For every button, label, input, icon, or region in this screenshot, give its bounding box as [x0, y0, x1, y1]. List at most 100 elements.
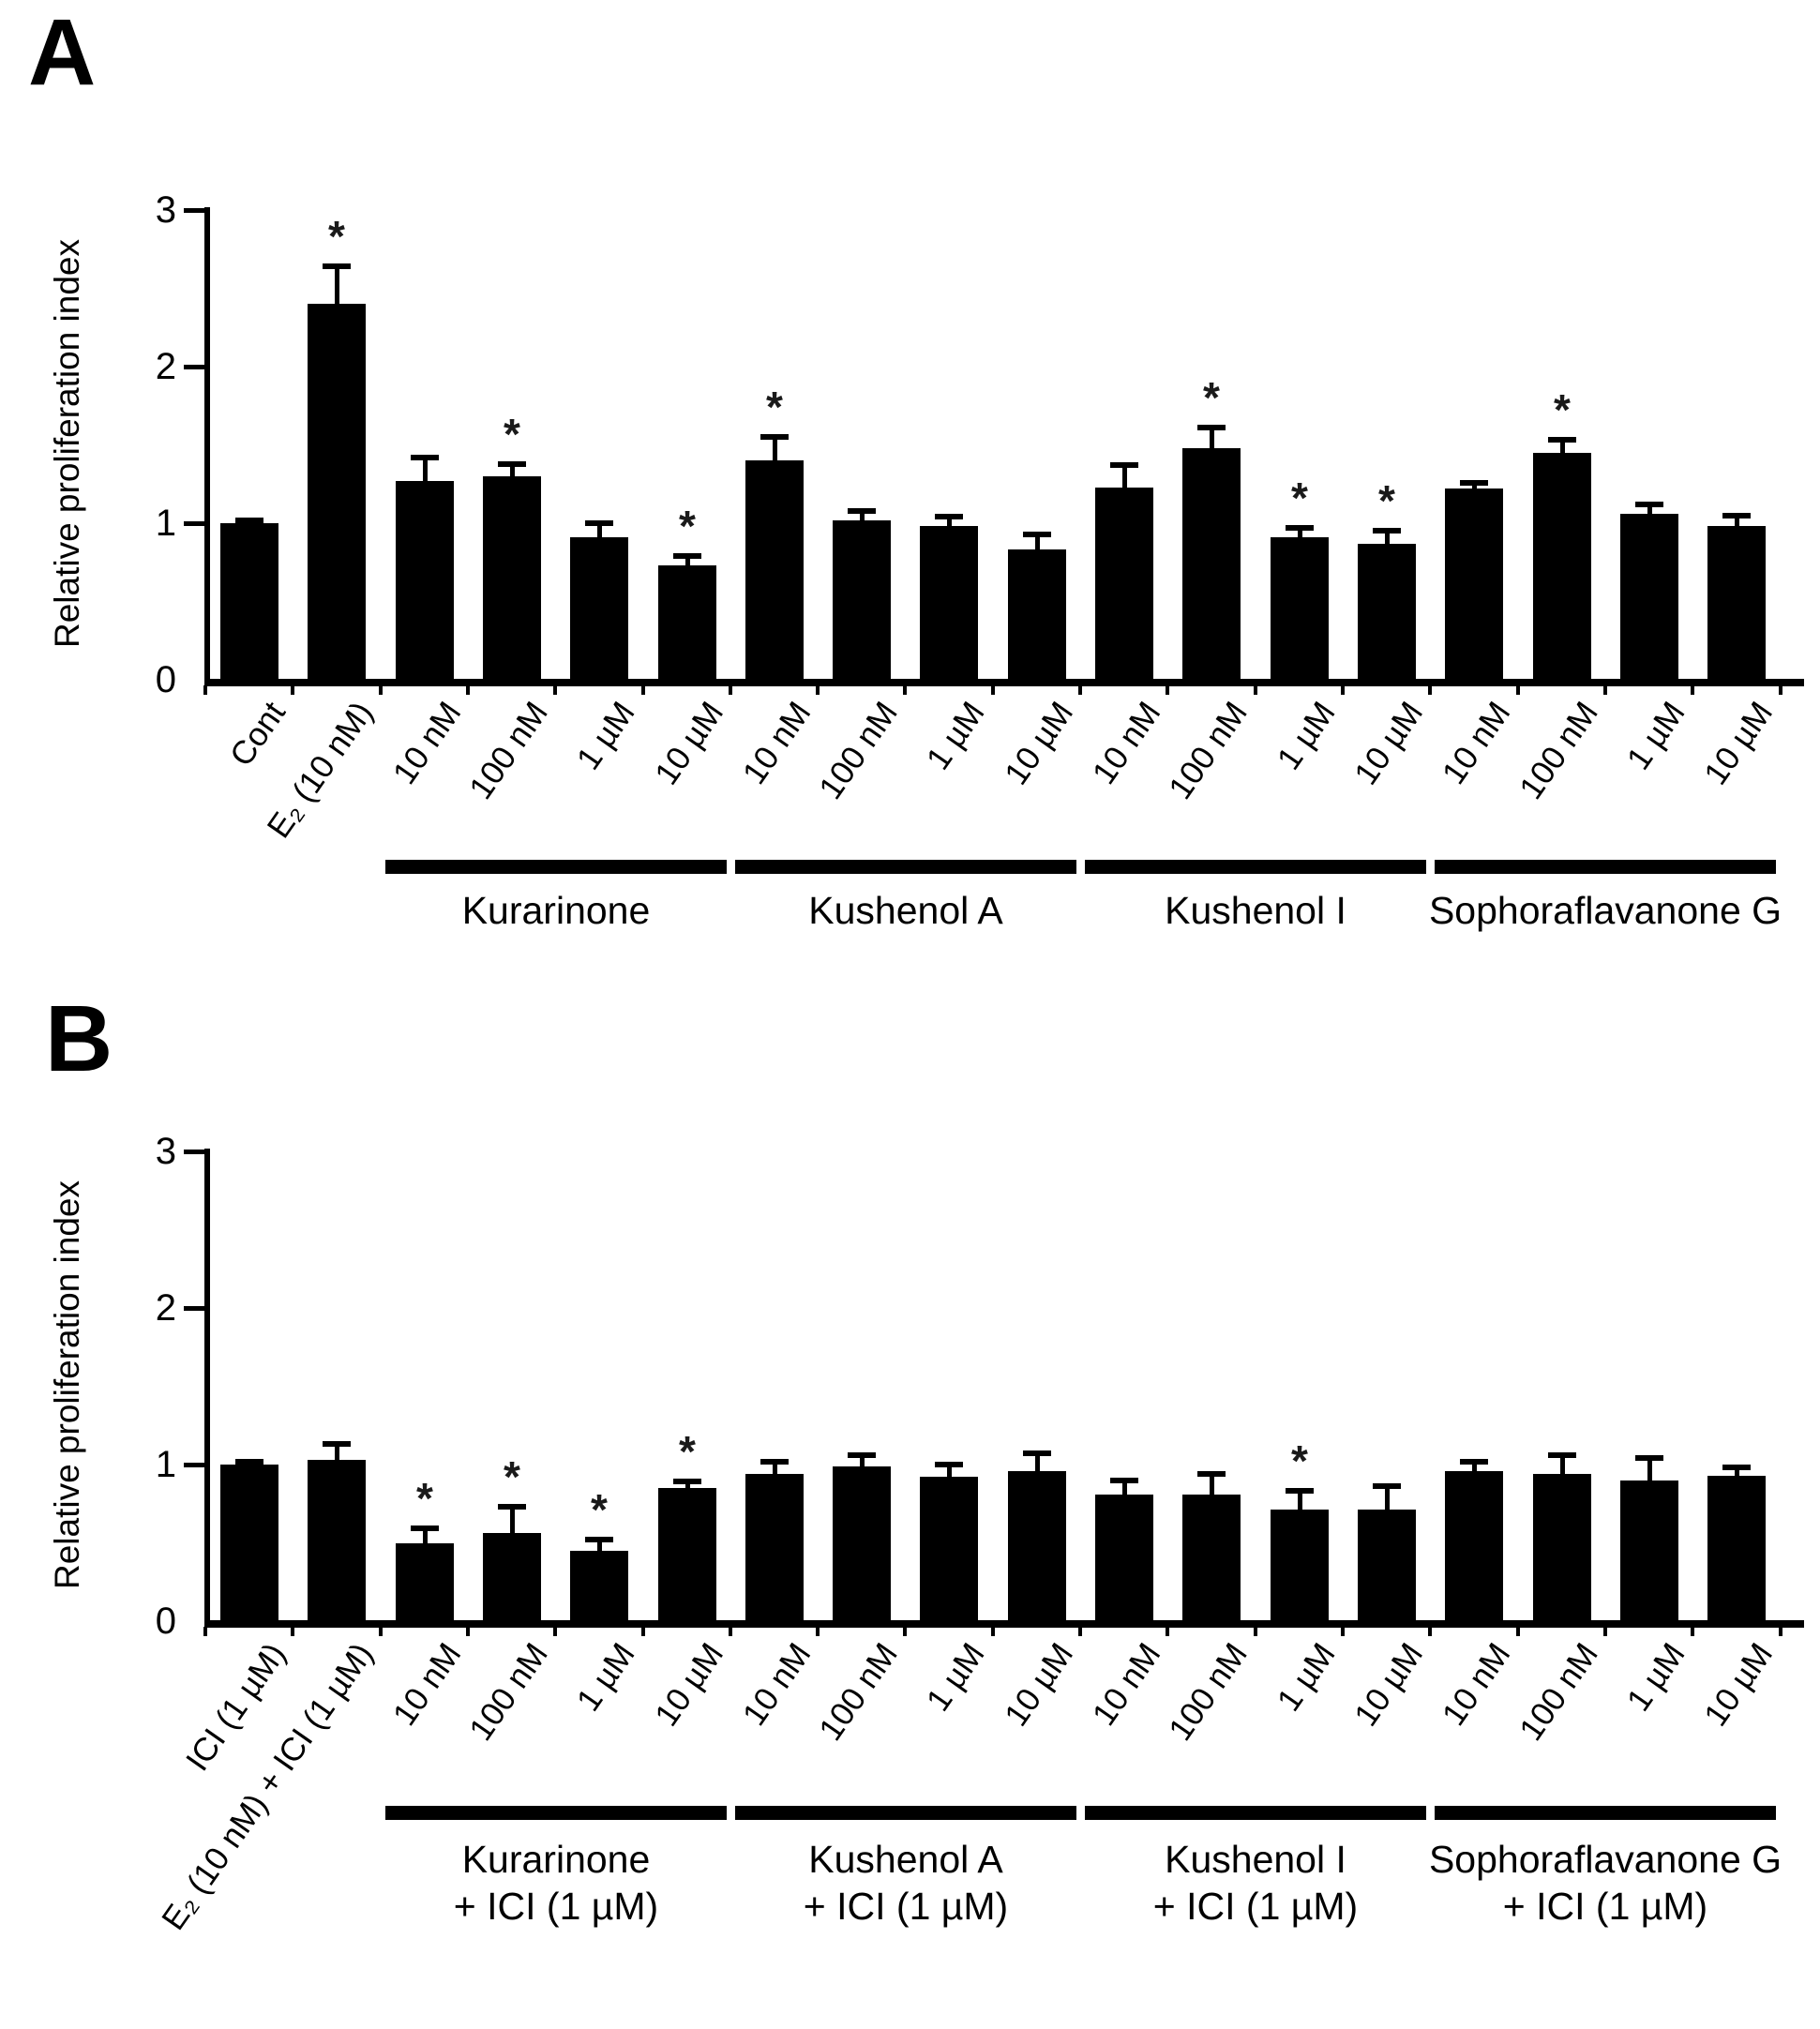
x-axis-tick [1428, 685, 1432, 695]
y-axis-tick-label: 2 [155, 1287, 176, 1329]
y-axis-tick [184, 1150, 204, 1154]
error-bar-line [597, 1540, 602, 1562]
x-axis-category-label: 1 µM [1620, 695, 1693, 777]
x-axis-category-label: 10 µM [647, 695, 731, 792]
bar [745, 1474, 804, 1621]
bar [483, 1533, 541, 1621]
group-label-name: Sophoraflavanone G [1428, 889, 1782, 932]
x-axis-tick [553, 685, 557, 695]
error-bar-cap [935, 1462, 963, 1467]
x-axis-category-label: 10 µM [997, 1636, 1081, 1734]
x-axis-tick [379, 1627, 383, 1636]
error-bar-cap [760, 434, 789, 440]
error-bar-cap [1197, 1471, 1226, 1477]
bar [1271, 1510, 1329, 1621]
x-axis-category-label: 100 nM [1512, 695, 1606, 806]
group-label: Kurarinone + ICI (1 µM) [293, 1836, 819, 1930]
error-bar-line [1560, 1455, 1565, 1485]
x-axis-tick [991, 685, 995, 695]
group-underline [735, 1806, 1076, 1820]
x-axis-category-label: 100 nM [462, 1636, 556, 1748]
error-bar-cap [1635, 1455, 1663, 1461]
x-axis-category-label: 10 µM [997, 695, 1081, 792]
group-label: Kushenol A + ICI (1 µM) [643, 1836, 1168, 1930]
group-label-name: Kushenol A [808, 889, 1003, 932]
error-bar-cap [585, 1537, 613, 1542]
bar [1008, 549, 1066, 680]
bar [833, 1466, 891, 1621]
y-axis-tick [184, 365, 204, 369]
bar [220, 1465, 278, 1621]
group-underline [1085, 1806, 1426, 1820]
x-axis-category-label: 100 nM [812, 695, 906, 806]
error-bar-line [1035, 534, 1040, 562]
x-axis-tick [641, 685, 645, 695]
error-bar-cap [1635, 502, 1663, 507]
x-axis-tick [1166, 685, 1169, 695]
x-axis-tick [1341, 1627, 1345, 1636]
error-bar-line [860, 1455, 865, 1478]
x-axis-tick [903, 685, 907, 695]
group-label-name: Kurarinone [461, 889, 651, 932]
x-axis-category-label: 10 nM [1435, 1636, 1518, 1733]
x-axis-tick [466, 685, 470, 695]
bar [745, 460, 804, 680]
group-label-name: Kushenol I [1165, 1838, 1346, 1881]
significance-asterisk: * [591, 1485, 608, 1534]
significance-asterisk: * [1291, 473, 1308, 522]
group-underline [735, 860, 1076, 874]
bar [833, 520, 891, 680]
significance-asterisk: * [504, 410, 520, 458]
error-bar-line [685, 1481, 690, 1499]
group-label-suffix: + ICI (1 µM) [1152, 1885, 1359, 1928]
error-bar-line [1298, 1491, 1302, 1521]
bar [396, 1543, 454, 1622]
bar [396, 481, 454, 680]
y-axis-tick-label: 2 [155, 346, 176, 387]
x-axis-category-label: 100 nM [1512, 1636, 1606, 1748]
error-bar-cap [1373, 1483, 1401, 1489]
x-axis-category-label: 1 µM [920, 1636, 993, 1719]
x-axis-category-label: 10 µM [1696, 1636, 1781, 1734]
bar [1358, 1510, 1416, 1621]
significance-asterisk: * [1378, 476, 1395, 525]
error-bar-line [423, 458, 428, 492]
x-axis-category-label: 1 µM [1620, 1636, 1693, 1719]
significance-asterisk: * [328, 212, 345, 261]
bar [1533, 1474, 1591, 1621]
y-axis-line [204, 1149, 210, 1628]
bar [1445, 488, 1503, 680]
x-axis-tick [1341, 685, 1345, 695]
x-axis-tick [1254, 685, 1257, 695]
x-axis-tick [379, 685, 383, 695]
y-axis-tick-label: 1 [155, 1444, 176, 1485]
error-bar-line [597, 523, 602, 549]
x-axis-category-label: Cont [222, 695, 293, 774]
y-axis-tick [184, 208, 204, 213]
bar [1707, 1476, 1766, 1621]
error-bar-cap [1023, 1450, 1051, 1456]
group-underline [1435, 1806, 1776, 1820]
error-bar-cap [1722, 513, 1751, 519]
error-bar-line [335, 266, 339, 315]
x-axis-tick [1779, 685, 1782, 695]
error-bar-line [947, 517, 952, 537]
error-bar-cap [760, 1459, 789, 1465]
y-axis-tick-label: 3 [155, 1131, 176, 1172]
significance-asterisk: * [504, 1452, 520, 1501]
error-bar-cap [323, 1441, 351, 1447]
error-bar-line [1735, 1467, 1739, 1486]
x-axis-line [204, 1620, 1804, 1628]
x-axis-tick [1691, 685, 1694, 695]
x-axis-category-label: 10 nM [735, 695, 819, 791]
error-bar-cap [1110, 462, 1138, 468]
y-axis-tick [184, 1463, 204, 1467]
panel-a-letter: A [28, 0, 97, 105]
error-bar-cap [1548, 1452, 1576, 1458]
significance-asterisk: * [679, 502, 696, 550]
x-axis-category-label: 10 µM [647, 1636, 731, 1734]
x-axis-category-label: 1 µM [1271, 1636, 1344, 1719]
group-label: Kurarinone [293, 887, 819, 934]
error-bar-cap [1548, 437, 1576, 443]
x-axis-tick [816, 685, 820, 695]
